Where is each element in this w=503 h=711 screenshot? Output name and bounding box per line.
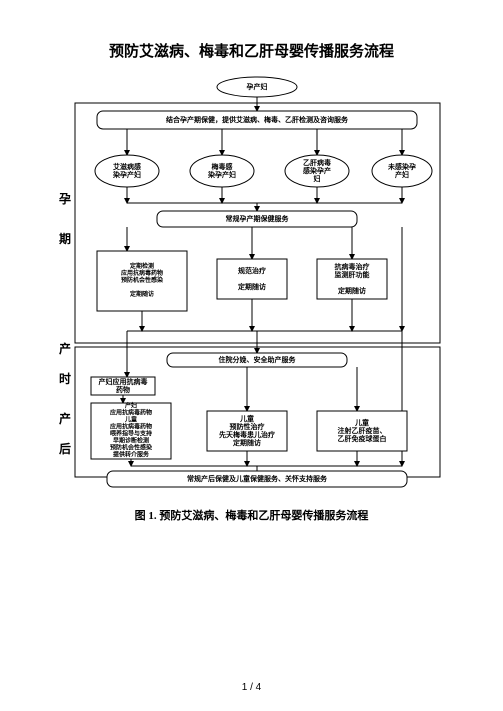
svg-text:乙肝免疫球蛋白: 乙肝免疫球蛋白 [337, 434, 386, 443]
svg-text:儿童: 儿童 [123, 416, 136, 424]
svg-text:孕: 孕 [58, 192, 70, 206]
svg-text:感染孕产: 感染孕产 [303, 166, 331, 175]
svg-text:染孕产妇: 染孕产妇 [113, 170, 141, 179]
svg-text:住院分娩、安全助产服务: 住院分娩、安全助产服务 [218, 355, 296, 364]
svg-text:产: 产 [58, 341, 70, 356]
flowchart-diagram: 孕产妇结合孕产期保健，提供艾滋病、梅毒、乙肝检测及咨询服务艾滋病感染孕产妇梅毒感… [57, 71, 447, 501]
svg-text:早期诊断检测: 早期诊断检测 [112, 437, 148, 445]
svg-text:染孕产妇: 染孕产妇 [208, 170, 236, 179]
svg-text:预防性治疗: 预防性治疗 [229, 422, 264, 431]
svg-text:产妇应用抗病毒: 产妇应用抗病毒 [98, 377, 147, 386]
svg-text:预防机会性感染: 预防机会性感染 [109, 444, 151, 452]
page-title: 预防艾滋病、梅毒和乙肝母婴传播服务流程 [55, 40, 448, 61]
svg-text:未感染孕: 未感染孕 [388, 162, 416, 171]
svg-text:儿童: 儿童 [239, 414, 254, 423]
svg-text:产妇: 产妇 [395, 170, 409, 179]
svg-text:儿童: 儿童 [354, 418, 369, 427]
svg-text:定期检测: 定期检测 [128, 262, 153, 270]
page-number: 1 / 4 [0, 682, 503, 693]
svg-text:预防机会性感染: 预防机会性感染 [120, 276, 162, 284]
figure-caption: 图 1. 预防艾滋病、梅毒和乙肝母婴传播服务流程 [55, 507, 448, 523]
svg-text:提供转介服务: 提供转介服务 [112, 451, 149, 459]
svg-text:应用抗病毒药物: 应用抗病毒药物 [109, 409, 151, 417]
svg-text:孕产妇: 孕产妇 [246, 82, 267, 91]
svg-text:产妇: 产妇 [124, 402, 136, 410]
svg-text:喂养指导与支持: 喂养指导与支持 [109, 430, 151, 438]
svg-text:先天梅毒患儿治疗: 先天梅毒患儿治疗 [219, 430, 275, 439]
svg-text:常规产后保健及儿童保健服务、关怀支持服务: 常规产后保健及儿童保健服务、关怀支持服务 [187, 474, 328, 483]
svg-text:梅毒感: 梅毒感 [211, 162, 232, 171]
svg-text:定期随访: 定期随访 [233, 438, 261, 447]
svg-text:后: 后 [58, 441, 70, 456]
svg-text:定期随访: 定期随访 [128, 290, 153, 298]
svg-text:产: 产 [58, 411, 70, 426]
svg-text:艾滋病感: 艾滋病感 [113, 162, 141, 171]
svg-text:定期随访: 定期随访 [238, 282, 266, 291]
svg-text:常规孕产期保健服务: 常规孕产期保健服务 [225, 214, 289, 223]
svg-text:规范治疗: 规范治疗 [238, 266, 266, 275]
svg-text:定期随访: 定期随访 [338, 286, 366, 295]
svg-text:期: 期 [58, 231, 70, 246]
svg-text:应用抗病毒药物: 应用抗病毒药物 [109, 423, 151, 431]
svg-text:监测肝功能: 监测肝功能 [334, 270, 369, 279]
svg-text:乙肝病毒: 乙肝病毒 [303, 158, 331, 167]
svg-text:结合孕产期保健，提供艾滋病、梅毒、乙肝检测及咨询服务: 结合孕产期保健，提供艾滋病、梅毒、乙肝检测及咨询服务 [165, 115, 349, 124]
svg-text:妇: 妇 [312, 174, 320, 183]
svg-text:抗病毒治疗: 抗病毒治疗 [334, 262, 369, 271]
svg-text:时: 时 [58, 371, 70, 386]
svg-text:应用抗病毒药物: 应用抗病毒药物 [120, 269, 162, 277]
svg-text:药物: 药物 [116, 385, 130, 394]
svg-text:注射乙肝疫苗、: 注射乙肝疫苗、 [337, 426, 386, 435]
